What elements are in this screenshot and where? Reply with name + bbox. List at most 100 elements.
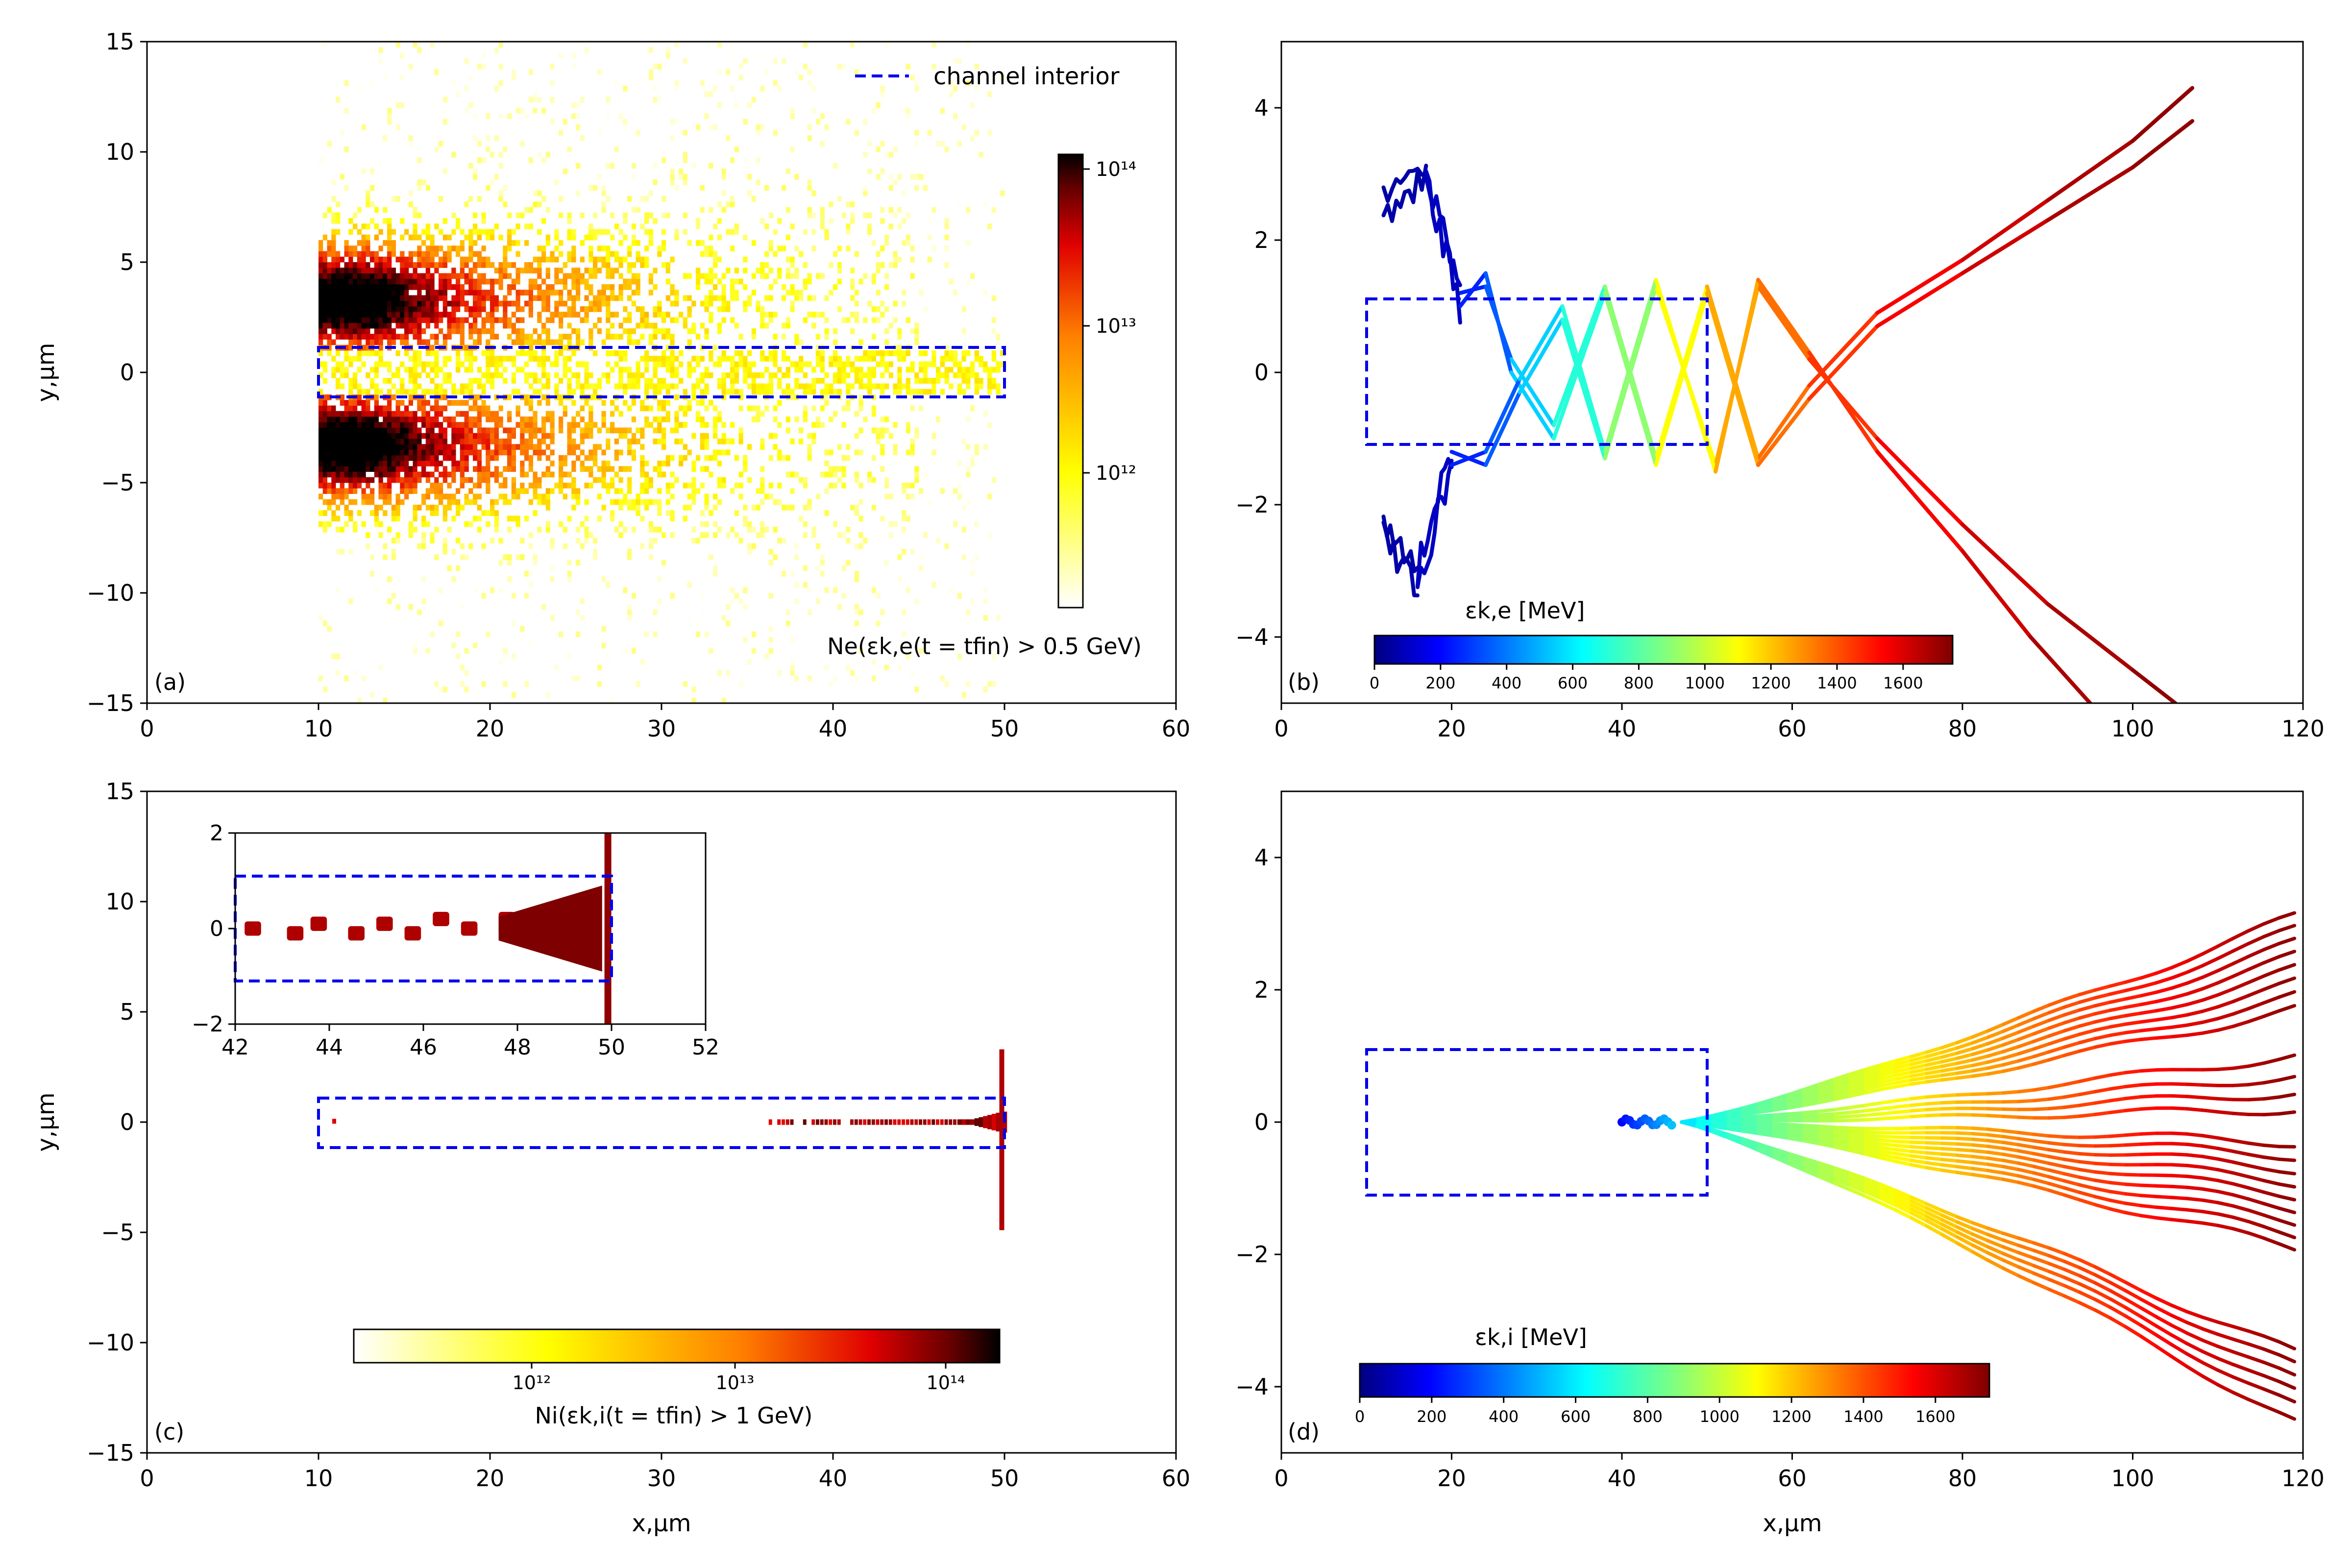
heatmap-cell [653,284,658,290]
heatmap-cell [777,455,782,461]
trajectory-segment [1518,304,1565,381]
heatmap-cell [850,278,855,285]
heatmap-cell [657,378,662,384]
heatmap-cell [648,273,653,279]
heatmap-cell [953,372,958,378]
heatmap-cell [768,268,773,273]
heatmap-cell [841,405,846,412]
heatmap-cell [456,466,461,472]
heatmap-cell [662,328,666,334]
heatmap-cell [361,268,366,273]
heatmap-cell [425,461,430,466]
heatmap-cell [627,262,632,268]
trajectory-segment [2093,1008,2112,1016]
heatmap-cell [888,322,893,329]
heatmap-cell [460,461,465,466]
heatmap-cell [425,427,430,434]
heatmap-cell [361,400,366,406]
heatmap-cell [670,135,675,141]
heatmap-cell [378,483,383,489]
heatmap-cell [353,251,358,257]
trajectory-segment [1863,1070,1883,1078]
heatmap-cell [507,300,512,307]
heatmap-cell [541,306,546,312]
heatmap-cell [713,262,718,268]
heatmap-cell [318,521,323,527]
heatmap-cell [593,383,598,390]
heatmap-cell [867,367,872,373]
heatmap-cell [782,372,786,378]
heatmap-cell [687,400,692,406]
heatmap-cell [545,295,550,301]
heatmap-cell [640,405,645,412]
heatmap-cell [704,439,709,444]
heatmap-cell [687,361,692,368]
heatmap-cell [318,306,323,312]
heatmap-cell [730,229,735,235]
heatmap-cell [533,278,538,285]
heatmap-cell [395,499,400,505]
heatmap-cell [627,488,632,494]
heatmap-cell [696,268,701,273]
heatmap-cell [790,284,795,290]
heatmap-cell [936,416,941,422]
heatmap-cell [395,505,400,511]
heatmap-cell [653,372,658,378]
heatmap-cell [773,554,778,560]
heatmap-cell [378,664,383,670]
heatmap-cell [442,278,447,285]
heatmap-cell [567,356,572,362]
heatmap-cell [631,328,636,334]
heatmap-cell [340,174,344,180]
heatmap-cell [383,455,388,461]
heatmap-cell [331,322,336,329]
heatmap-cell [760,312,765,318]
heatmap-cell [550,439,555,444]
heatmap-cell [353,400,358,406]
heatmap-cell [340,466,344,472]
heatmap-cell [738,493,743,500]
heatmap-cell [353,300,358,307]
heatmap-cell [906,240,910,246]
heatmap-cell [511,69,516,75]
heatmap-cell [486,488,490,494]
heatmap-cell [554,361,559,368]
heatmap-cell [318,157,323,163]
heatmap-cell [559,290,564,295]
heatmap-cell [533,433,538,439]
heatmap-cell [743,466,748,472]
heatmap-cell [357,444,362,450]
heatmap-cell [871,411,876,417]
heatmap-cell [430,433,435,439]
heatmap-cell [657,461,662,466]
heatmap-cell [721,290,726,295]
heatmap-cell [511,466,516,472]
heatmap-cell [906,515,910,522]
heatmap-cell [880,356,885,362]
heatmap-cell [370,466,375,472]
trajectory-segment [2247,1014,2266,1024]
heatmap-cell [550,615,555,621]
heatmap-cell [631,378,636,384]
heatmap-cell [481,212,486,219]
heatmap-cell [442,119,447,125]
heatmap-cell [833,163,838,169]
heatmap-cell [576,361,581,368]
heatmap-cell [533,444,538,450]
heatmap-cell [520,334,525,340]
heatmap-cell [691,433,696,439]
heatmap-cell [559,322,564,329]
heatmap-cell [743,372,748,378]
heatmap-cell [524,334,529,340]
heatmap-cell [524,444,529,450]
heatmap-cell [640,372,645,378]
heatmap-cell [713,422,718,428]
heatmap-cell [537,361,542,368]
heatmap-cell [601,185,606,191]
heatmap-cell [713,223,718,229]
heatmap-cell [636,372,640,378]
heatmap-cell [811,295,816,301]
trajectory-segment [1875,450,1964,553]
heatmap-cell [811,367,816,373]
